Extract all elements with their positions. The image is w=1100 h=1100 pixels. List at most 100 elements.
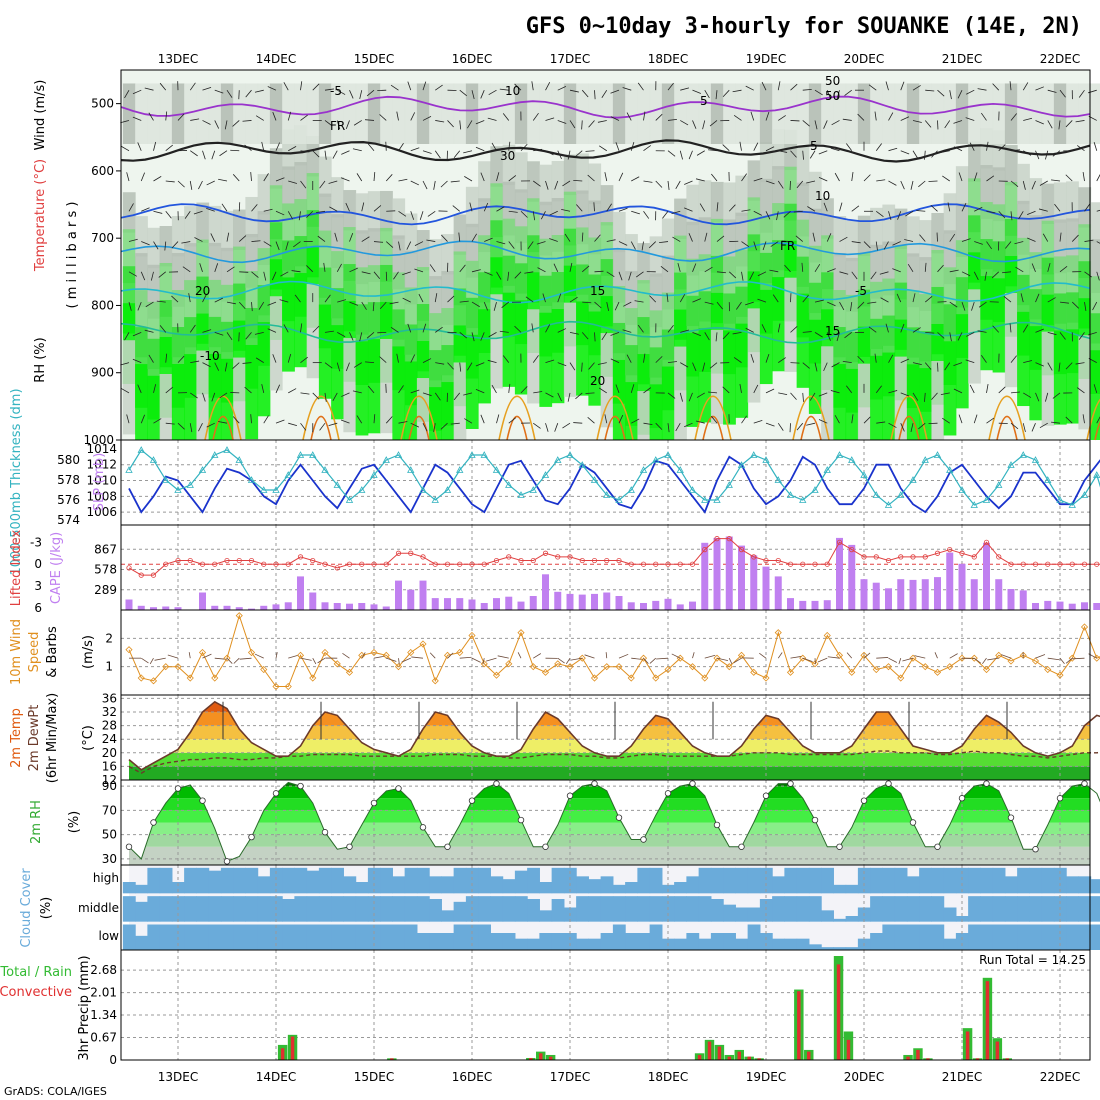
cloud-low-bar bbox=[723, 933, 736, 950]
cloud-middle-bar bbox=[453, 901, 467, 922]
cloud-low-bar bbox=[208, 924, 222, 950]
wind-barb bbox=[531, 81, 534, 91]
cloud-high-bar bbox=[539, 882, 553, 894]
wind-barb bbox=[643, 387, 652, 394]
rh-shade bbox=[490, 294, 504, 389]
cape-bar bbox=[382, 606, 390, 610]
cape-ylabel: CAPE (J/kg) bbox=[49, 532, 64, 604]
rh-shade bbox=[698, 180, 712, 221]
cloud-low-bar bbox=[600, 933, 614, 950]
wind-barb bbox=[986, 141, 989, 151]
thickness-point bbox=[811, 486, 819, 493]
wind-barb-10m bbox=[863, 652, 871, 659]
warm-isotherm bbox=[596, 395, 634, 441]
rh-shade bbox=[245, 344, 259, 440]
cloud-low-bar bbox=[282, 924, 295, 950]
wind-barb bbox=[484, 271, 493, 276]
cloud-low-bar bbox=[906, 924, 920, 950]
rh-shade bbox=[576, 153, 589, 194]
wind-barb bbox=[1020, 293, 1024, 303]
lifted-index-point bbox=[530, 557, 536, 564]
rh-shade bbox=[1017, 163, 1030, 205]
wind-barb bbox=[1035, 120, 1044, 125]
rh-shade bbox=[882, 352, 896, 440]
cape-bar bbox=[885, 588, 892, 610]
wind-barb bbox=[692, 120, 697, 129]
wind-barb bbox=[288, 422, 298, 427]
wind-barb bbox=[765, 388, 775, 394]
wind-barb bbox=[385, 241, 394, 248]
cloud-middle-bar bbox=[233, 896, 246, 922]
wind-barb bbox=[1023, 360, 1033, 364]
wind-barb bbox=[324, 88, 334, 91]
wind-barb bbox=[940, 150, 950, 153]
wind-barb bbox=[562, 422, 571, 429]
wind-barb bbox=[190, 392, 198, 399]
rh-shade bbox=[821, 346, 834, 440]
warm-isotherm-inner bbox=[408, 415, 430, 441]
wind-barb bbox=[795, 235, 804, 242]
rh-shade bbox=[196, 350, 210, 440]
rh-shade bbox=[563, 154, 577, 196]
wind-barb bbox=[132, 89, 142, 95]
precip-convective-bar bbox=[707, 1041, 712, 1060]
wind-barb bbox=[940, 392, 950, 396]
wind-barb bbox=[447, 295, 455, 303]
isotherm-line bbox=[120, 320, 1091, 344]
cape-bar bbox=[1032, 603, 1039, 610]
rh-shade bbox=[551, 309, 565, 404]
wind-barb bbox=[588, 362, 595, 370]
lifted-index-point bbox=[996, 554, 1002, 560]
cloud-high-bar bbox=[171, 882, 185, 894]
cloud-low-bar bbox=[625, 933, 638, 950]
wind-speed-point bbox=[590, 674, 599, 682]
thickness-point bbox=[737, 461, 746, 468]
wind-barb bbox=[778, 150, 788, 153]
wind-barb bbox=[141, 207, 150, 212]
wind-barb bbox=[527, 241, 534, 250]
wind-barb bbox=[177, 113, 185, 121]
cape-bar bbox=[627, 602, 635, 610]
cape-bar bbox=[137, 605, 145, 610]
wind-barb bbox=[190, 360, 200, 364]
wind-barb bbox=[287, 353, 292, 363]
wind-barb bbox=[912, 150, 919, 159]
wind-barb bbox=[733, 357, 742, 363]
wind-speed-point bbox=[468, 631, 476, 640]
wind-barb-10m bbox=[149, 657, 154, 665]
wind-barb bbox=[667, 361, 677, 364]
rh-shade bbox=[355, 341, 369, 436]
wind-barb-10m bbox=[312, 657, 317, 665]
rh-shade-upper bbox=[1029, 83, 1043, 144]
wind-barb bbox=[953, 120, 963, 124]
cloud-middle-bar bbox=[919, 896, 932, 922]
rh-shade bbox=[147, 375, 161, 440]
wind-barb-10m bbox=[1065, 657, 1073, 664]
wind-barb bbox=[533, 422, 541, 429]
isotherm-label: -10 bbox=[200, 349, 220, 363]
wind-barb bbox=[398, 421, 408, 424]
wind-barb bbox=[671, 210, 681, 214]
wind-barb bbox=[536, 241, 546, 245]
cloud-high-bar bbox=[968, 867, 981, 894]
wind-barb bbox=[643, 353, 646, 363]
precip-tick-label: 0.67 bbox=[90, 1031, 117, 1045]
thickness-point bbox=[652, 456, 660, 463]
wind-barb bbox=[801, 262, 804, 272]
rh-shade bbox=[588, 311, 602, 406]
cloud-middle-bar bbox=[612, 896, 626, 922]
wind-barb bbox=[190, 150, 198, 157]
wind-tick-label: 1 bbox=[105, 660, 113, 674]
cloud-middle-bar bbox=[894, 896, 908, 922]
rh-point bbox=[542, 843, 549, 850]
wind-barb bbox=[224, 362, 228, 372]
wind-barb bbox=[765, 422, 775, 427]
lifted-index-point bbox=[812, 561, 818, 567]
wind-barb bbox=[1031, 180, 1036, 190]
wind-barb bbox=[263, 208, 273, 212]
thickness-point bbox=[1031, 456, 1040, 463]
wind-barb bbox=[483, 301, 488, 311]
rh-shade bbox=[429, 239, 442, 280]
lifted-index-point bbox=[1094, 561, 1100, 567]
wind-barb bbox=[942, 175, 950, 182]
